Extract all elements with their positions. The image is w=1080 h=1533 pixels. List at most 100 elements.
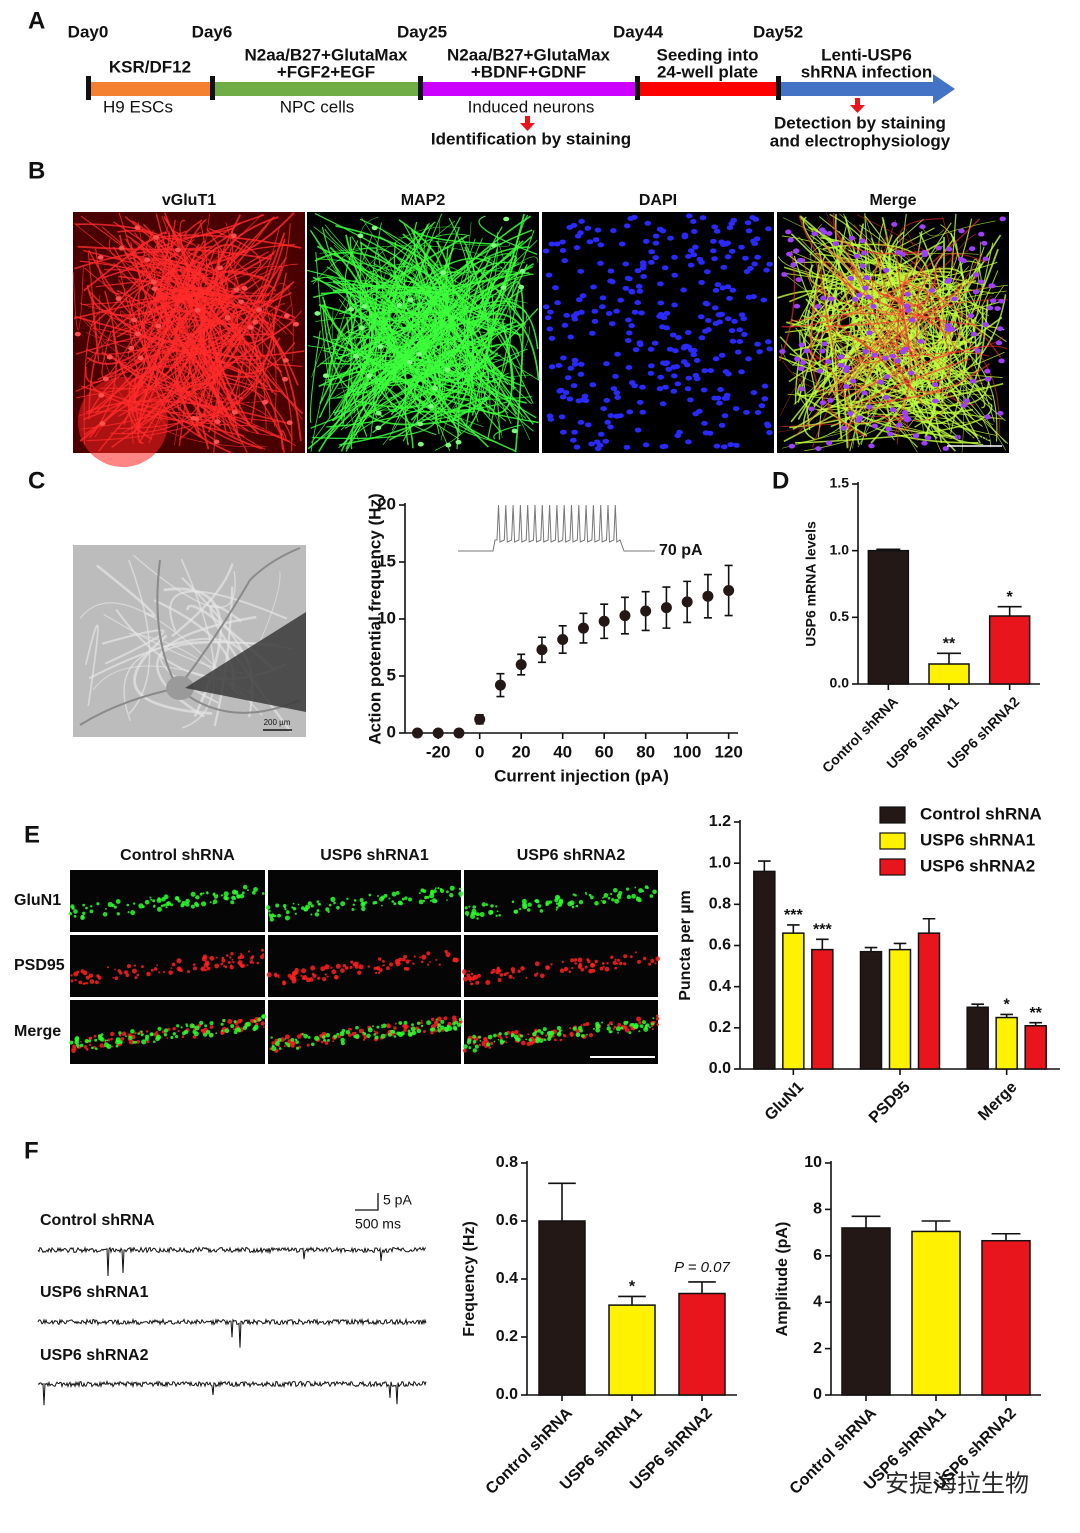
timeline-arrow [778, 74, 955, 104]
punctum [174, 896, 180, 901]
punctum [277, 913, 281, 918]
nucleus [889, 353, 897, 359]
nucleus [877, 379, 884, 385]
punctum [89, 1036, 92, 1040]
punctum [310, 904, 314, 908]
punctum [496, 967, 501, 972]
punctum [439, 888, 445, 894]
punctum [512, 977, 515, 979]
punctum [607, 896, 611, 900]
punctum [123, 1033, 126, 1036]
fiber [382, 229, 456, 364]
nucleus [960, 403, 968, 408]
nucleus [989, 298, 997, 304]
cell-label: Induced neurons [468, 97, 595, 116]
punctum [105, 908, 107, 910]
significance: * [1004, 997, 1011, 1014]
punctum [468, 1046, 472, 1050]
punctum [615, 1026, 621, 1032]
y-tick-label: 0.0 [496, 1386, 518, 1403]
nucleus [445, 442, 452, 448]
nucleus [743, 409, 750, 415]
nucleus [785, 229, 792, 235]
nucleus [631, 383, 638, 389]
nucleus [567, 365, 575, 371]
nucleus [559, 239, 566, 245]
punctum [472, 1048, 477, 1053]
fiber [777, 224, 929, 433]
punctum [420, 1021, 423, 1025]
punctum [618, 961, 623, 966]
y-tick-label: 0.0 [830, 675, 850, 691]
punctum [398, 1032, 404, 1038]
punctum [204, 1024, 208, 1028]
red-arrow-head [520, 123, 535, 131]
punctum [505, 1036, 508, 1039]
nucleus [660, 360, 667, 366]
punctum [449, 893, 454, 898]
nucleus [745, 356, 752, 362]
punctum [423, 1030, 426, 1033]
punctum [385, 1033, 388, 1036]
punctum [71, 906, 75, 910]
punctum [498, 1032, 502, 1036]
nucleus [592, 237, 600, 243]
fiber [856, 214, 929, 256]
punctum [651, 1028, 654, 1031]
punctum [611, 1023, 613, 1026]
punctum [545, 902, 549, 907]
fiber [780, 415, 907, 428]
trace [37, 1317, 427, 1348]
nucleus [849, 378, 857, 384]
punctum [569, 1027, 572, 1030]
point [474, 713, 486, 725]
inset-trace [458, 504, 655, 552]
stage-label: +FGF2+EGF [277, 62, 375, 81]
fiber [87, 351, 285, 453]
nucleus [825, 440, 833, 446]
nucleus [745, 228, 753, 234]
punctum [115, 1044, 119, 1048]
punctum [199, 1020, 204, 1025]
fiber [128, 559, 151, 715]
punctum [220, 1022, 224, 1026]
punctum [654, 962, 657, 965]
punctum [249, 1019, 254, 1023]
fiber [136, 231, 170, 394]
punctum [69, 1040, 74, 1045]
micrograph [777, 212, 1009, 453]
punctum [132, 968, 137, 974]
punctum [82, 982, 85, 985]
nucleus [763, 267, 770, 273]
nucleus [407, 297, 414, 303]
punctum [614, 966, 618, 970]
punctum [367, 965, 370, 968]
nucleus [749, 215, 756, 221]
puncta-image [70, 935, 265, 997]
nucleus [625, 365, 633, 370]
bar [981, 1239, 1031, 1396]
nucleus [843, 365, 851, 370]
punctum [312, 973, 317, 978]
punctum [119, 971, 123, 975]
y-tick-label: 20 [377, 494, 396, 513]
puncta-bg [464, 935, 658, 997]
punctum [85, 982, 89, 985]
nucleus [826, 231, 833, 236]
puncta-bg [268, 870, 461, 932]
nucleus [375, 425, 382, 431]
nucleus [690, 219, 697, 224]
punctum [535, 899, 540, 904]
nucleus [444, 367, 451, 373]
puncta-image [464, 870, 658, 932]
punctum [130, 1029, 135, 1034]
fiber [798, 215, 976, 326]
stage-label: KSR/DF12 [109, 57, 191, 76]
punctum [399, 1023, 402, 1025]
punctum [556, 906, 559, 909]
nucleus [697, 314, 705, 320]
punctum [230, 900, 235, 905]
puncta-image [268, 1000, 463, 1064]
nucleus [687, 262, 695, 268]
punctum [513, 910, 517, 914]
